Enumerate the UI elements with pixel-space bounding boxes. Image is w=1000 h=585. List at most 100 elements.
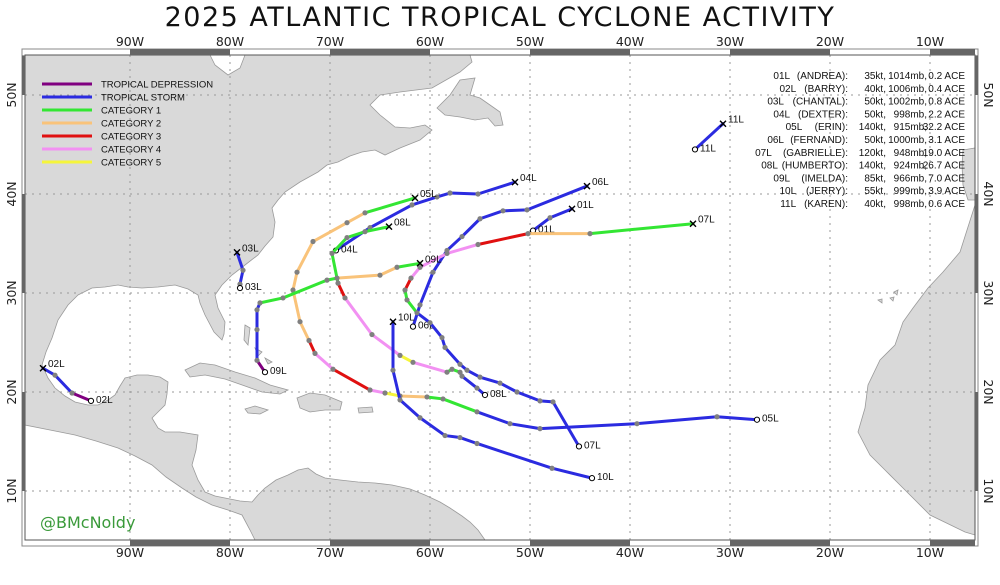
storm-min-pressure: 924mb,	[894, 161, 927, 172]
storm-min-pressure: 998mb,	[894, 109, 927, 120]
track-point	[439, 334, 445, 341]
track-segment	[345, 230, 367, 240]
track-point	[537, 398, 543, 404]
frame-tick-bar	[330, 49, 430, 55]
track-point	[500, 208, 506, 214]
track-point	[397, 352, 403, 358]
storm-track-11L: 11L 11L	[691, 115, 744, 154]
track-point	[254, 357, 260, 363]
track-segment	[425, 395, 445, 401]
track-segment	[538, 422, 639, 431]
stats-row: (HUMBERTO): 08L 140kt, 924mb,26.7 ACE	[761, 161, 965, 172]
latitude-label: 10N	[4, 478, 19, 503]
track-segment	[441, 397, 479, 414]
storm-ace: 0.6 ACE	[928, 199, 965, 210]
track-point	[507, 421, 513, 427]
storm-end-marker	[568, 205, 576, 213]
track-point	[475, 191, 481, 197]
storm-end-label: 06L	[592, 177, 609, 188]
latitude-label: 10N	[981, 478, 996, 503]
legend-label: CATEGORY 1	[101, 106, 161, 117]
frame-tick-bar	[130, 49, 230, 55]
track-segment	[53, 373, 74, 395]
storm-name: (JERRY):	[806, 186, 848, 197]
track-point	[434, 194, 440, 200]
storm-id: 10L	[780, 186, 797, 197]
track-point	[457, 434, 463, 441]
storm-end-marker	[689, 220, 697, 228]
track-point	[329, 250, 335, 256]
track-segment	[715, 415, 759, 422]
canary-islands	[877, 289, 899, 304]
storm-start-marker	[575, 443, 583, 450]
storm-end-marker	[583, 182, 591, 190]
storm-track-10L: 10L 10L	[389, 313, 614, 483]
track-segment	[311, 221, 349, 244]
track-segment	[330, 236, 349, 255]
stats-row: (JERRY): 10L 55kt, 999mb, 3.9 ACE	[780, 186, 966, 197]
storm-start-marker	[753, 416, 761, 423]
storm-min-pressure: 1002mb,	[888, 97, 927, 108]
track-segment	[345, 211, 367, 225]
north-america	[24, 54, 486, 541]
hispaniola	[296, 392, 343, 413]
track-point	[430, 269, 436, 275]
track-point	[442, 432, 448, 439]
storm-id: 08L	[761, 161, 778, 172]
jamaica	[244, 405, 270, 415]
track-point	[306, 337, 312, 344]
track-segment	[70, 391, 93, 403]
longitude-label: 10W	[916, 34, 944, 49]
storm-id: 04L	[773, 109, 790, 120]
storm-end-label: 04L	[520, 173, 537, 184]
frame-border	[24, 54, 976, 541]
track-segment	[475, 410, 512, 426]
legend-label: CATEGORY 2	[101, 119, 161, 130]
track-segment	[635, 415, 719, 426]
track-point	[714, 414, 720, 420]
track-point	[447, 190, 453, 196]
storm-end-marker	[511, 178, 519, 186]
track-point	[409, 202, 415, 208]
track-point	[474, 385, 480, 391]
latitude-label: 30N	[4, 280, 19, 305]
track-point	[335, 280, 341, 286]
storm-end-marker	[411, 194, 419, 202]
track-segment	[478, 209, 505, 221]
storm-id: 02L	[780, 84, 797, 95]
frame-tick-bar	[930, 49, 975, 55]
track-segment	[395, 261, 422, 269]
track-point	[449, 366, 455, 372]
track-point	[459, 233, 465, 240]
track-segment	[476, 232, 530, 246]
track-segment	[531, 216, 552, 233]
storm-min-pressure: 1006mb,	[888, 84, 927, 95]
track-point	[514, 389, 520, 395]
storm-max-wind: 85kt,	[864, 173, 886, 184]
track-segment	[405, 298, 419, 315]
track-point	[344, 220, 350, 226]
storm-ace: 32.2 ACE	[923, 122, 966, 133]
africa	[857, 204, 976, 536]
frame-tick-bar	[975, 194, 978, 293]
storm-start-label: 06L	[418, 321, 435, 332]
storm-start-marker	[481, 391, 489, 399]
storm-min-pressure: 966mb,	[894, 173, 927, 184]
storm-start-label: 08L	[490, 389, 507, 400]
track-segment	[548, 207, 574, 220]
track-segment	[415, 311, 432, 325]
track-segment	[411, 360, 449, 374]
track-segment	[235, 250, 245, 272]
track-segment	[443, 345, 462, 366]
track-point	[257, 300, 263, 306]
legend-label: CATEGORY 4	[101, 145, 161, 156]
storm-min-pressure: 948mb,	[894, 148, 927, 159]
storm-max-wind: 35kt,	[864, 71, 886, 82]
track-segment	[291, 288, 302, 324]
track-segment	[693, 122, 725, 151]
storm-id: 06L	[767, 135, 784, 146]
track-point	[310, 238, 316, 245]
storm-max-wind: 40kt,	[864, 84, 886, 95]
track-segment	[291, 270, 299, 292]
